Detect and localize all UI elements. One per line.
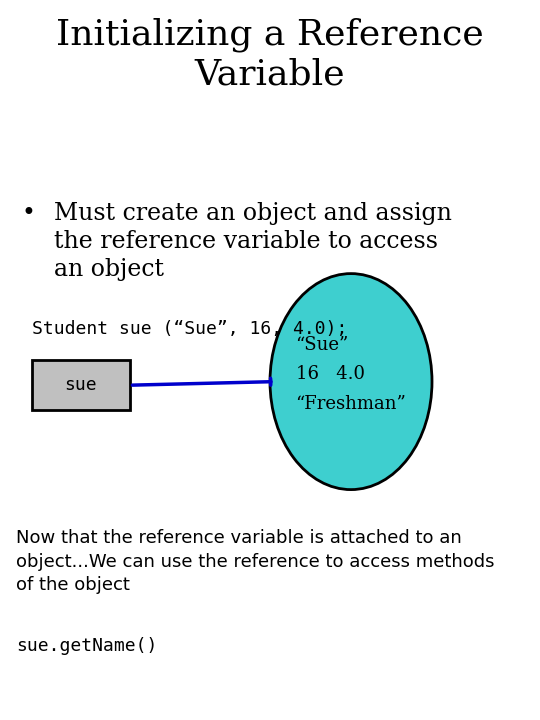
Text: Must create an object and assign
the reference variable to access
an object: Must create an object and assign the ref… — [54, 202, 452, 282]
Text: sue.getName(): sue.getName() — [16, 637, 158, 655]
FancyBboxPatch shape — [32, 360, 130, 410]
Text: “Sue”
16   4.0
“Freshman”: “Sue” 16 4.0 “Freshman” — [295, 336, 407, 413]
Text: sue: sue — [65, 376, 97, 395]
Text: Now that the reference variable is attached to an
object...We can use the refere: Now that the reference variable is attac… — [16, 529, 495, 595]
Text: •: • — [22, 202, 36, 225]
Text: Initializing a Reference
Variable: Initializing a Reference Variable — [56, 18, 484, 92]
Text: Student sue (“Sue”, 16, 4.0);: Student sue (“Sue”, 16, 4.0); — [32, 320, 348, 338]
Ellipse shape — [270, 274, 432, 490]
